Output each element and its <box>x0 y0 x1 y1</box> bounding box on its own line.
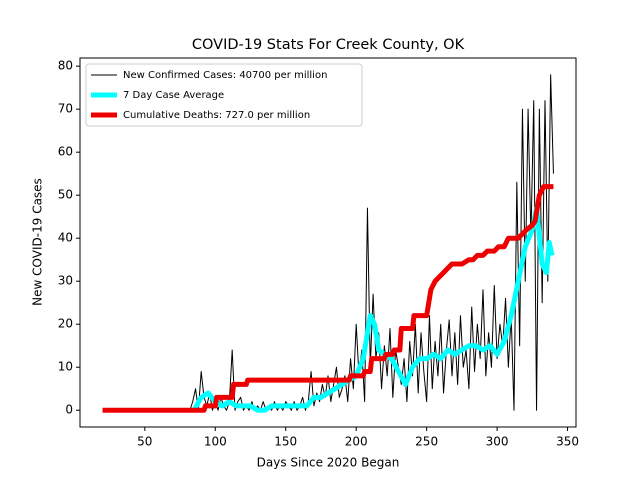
plot-area <box>102 74 555 413</box>
y-tick-label: 60 <box>58 145 73 159</box>
chart-title: COVID-19 Stats For Creek County, OK <box>192 37 465 53</box>
y-tick-label: 80 <box>58 59 73 73</box>
x-tick-label: 350 <box>556 435 579 449</box>
x-tick-label: 100 <box>204 435 227 449</box>
x-axis-label: Days Since 2020 Began <box>257 456 400 470</box>
legend-label: New Confirmed Cases: 40700 per million <box>123 70 327 81</box>
axes-frame <box>79 57 577 428</box>
y-tick-label: 40 <box>58 231 73 245</box>
x-tick-label: 250 <box>415 435 438 449</box>
y-tick-label: 20 <box>58 317 73 331</box>
y-tick-label: 50 <box>58 188 73 202</box>
legend-label: Cumulative Deaths: 727.0 per million <box>123 110 310 121</box>
series-line <box>191 205 555 413</box>
y-axis-label: New COVID-19 Cases <box>31 178 45 306</box>
x-tick-label: 150 <box>274 435 297 449</box>
legend-label: 7 Day Case Average <box>123 90 224 101</box>
series-line <box>102 184 554 413</box>
y-tick-label: 0 <box>65 403 73 417</box>
x-tick-label: 200 <box>345 435 368 449</box>
x-tick-label: 300 <box>486 435 509 449</box>
y-tick-label: 10 <box>58 360 73 374</box>
y-tick-label: 30 <box>58 274 73 288</box>
x-tick-label: 50 <box>137 435 152 449</box>
y-tick-label: 70 <box>58 102 73 116</box>
legend-box <box>85 63 363 127</box>
